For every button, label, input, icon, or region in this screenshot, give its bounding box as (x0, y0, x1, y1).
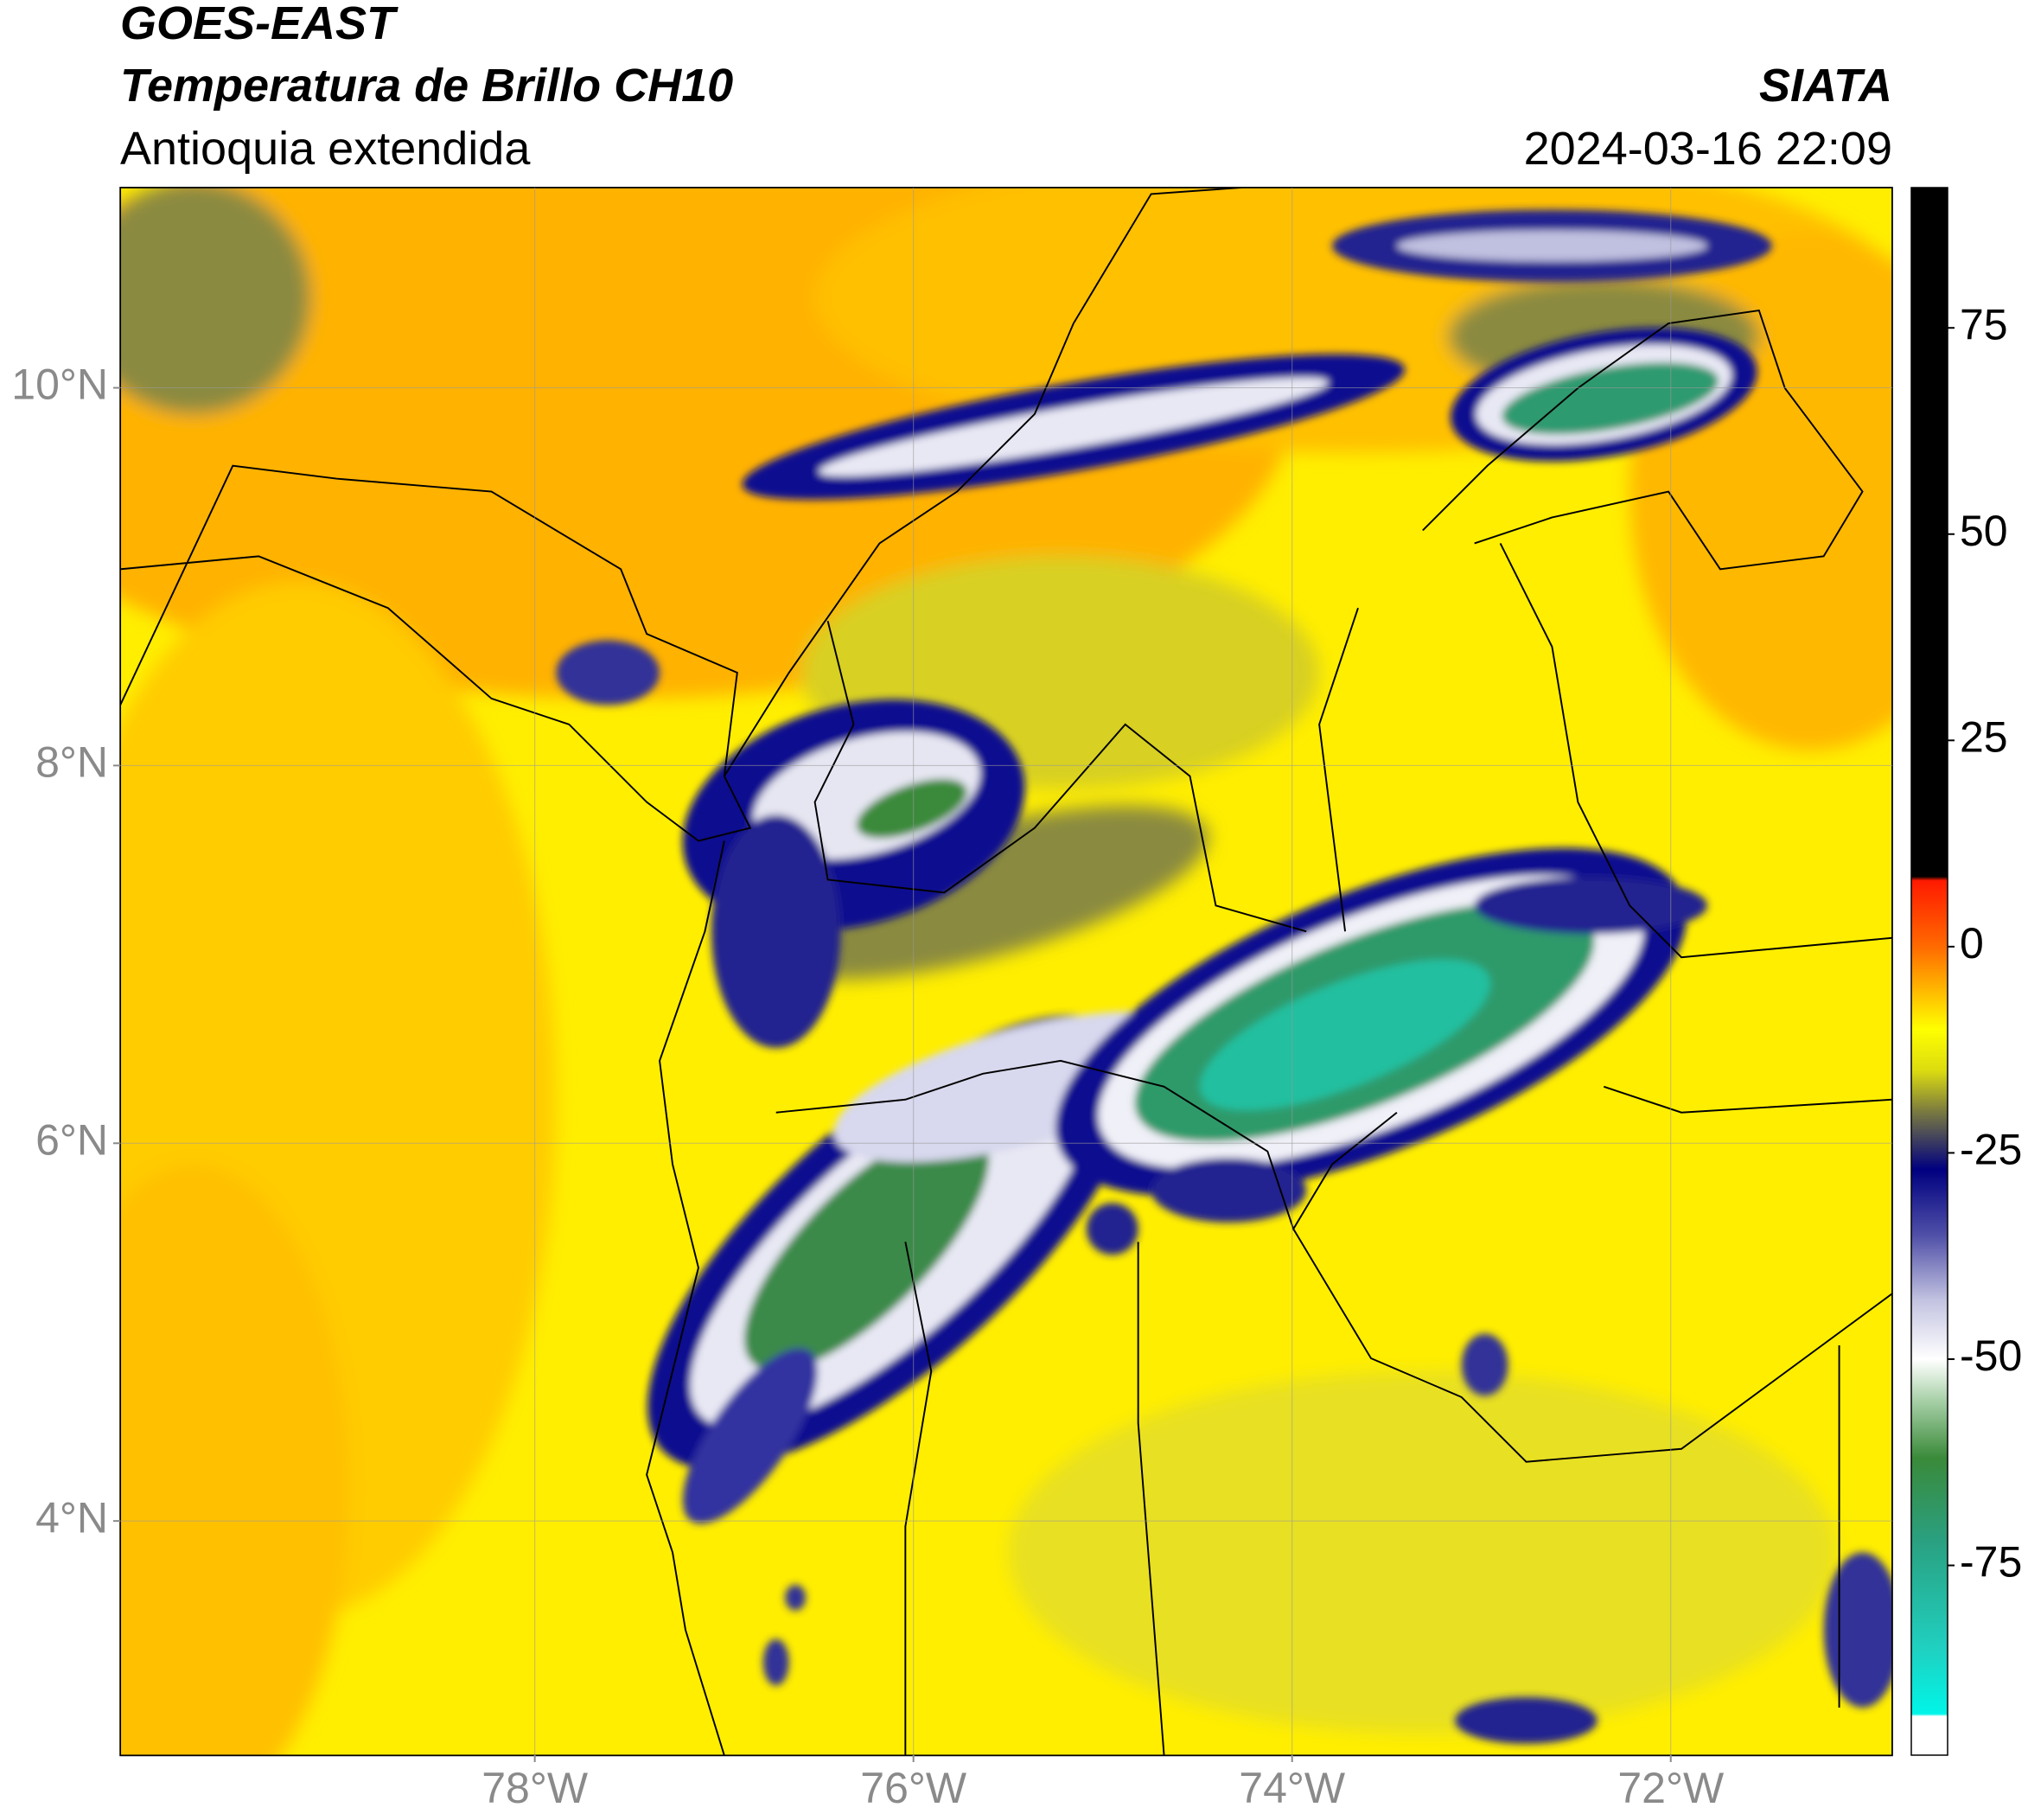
x-tick-label: 74°W (1239, 1764, 1346, 1812)
title: GOES-EAST (120, 0, 399, 49)
x-tick-label: 76°W (860, 1764, 967, 1812)
colorbar-label: 0 (1960, 919, 1984, 967)
satellite-image (119, 187, 1893, 1757)
colorbar-label: 50 (1960, 507, 2008, 555)
region-label: Antioquia extendida (120, 123, 531, 175)
y-tick-label: 6°N (35, 1115, 108, 1164)
y-tick-label: 10°N (11, 361, 108, 409)
colorbar-label: 25 (1960, 713, 2008, 762)
colorbar-label: -50 (1960, 1331, 2022, 1380)
colorbar-label: -25 (1960, 1126, 2022, 1174)
y-tick-label: 8°N (35, 738, 108, 787)
colorbar-label: -75 (1960, 1538, 2022, 1587)
grid: 78°W 76°W 74°W 72°W 4°N 6°N 8°N 10°N (11, 188, 1892, 1812)
colorbar: -75 -50 -25 0 25 50 75 (1910, 187, 2022, 1756)
source-label: SIATA (1759, 60, 1892, 112)
y-tick-label: 4°N (35, 1493, 108, 1542)
x-tick-label: 72°W (1617, 1764, 1725, 1812)
colorbar-scale (1910, 187, 1948, 1756)
colorbar-label: 75 (1960, 300, 2008, 348)
subtitle: Temperatura de Brillo CH10 (120, 60, 733, 112)
borders (120, 187, 1892, 1756)
timestamp: 2024-03-16 22:09 (1524, 123, 1892, 175)
x-tick-label: 78°W (481, 1764, 589, 1812)
